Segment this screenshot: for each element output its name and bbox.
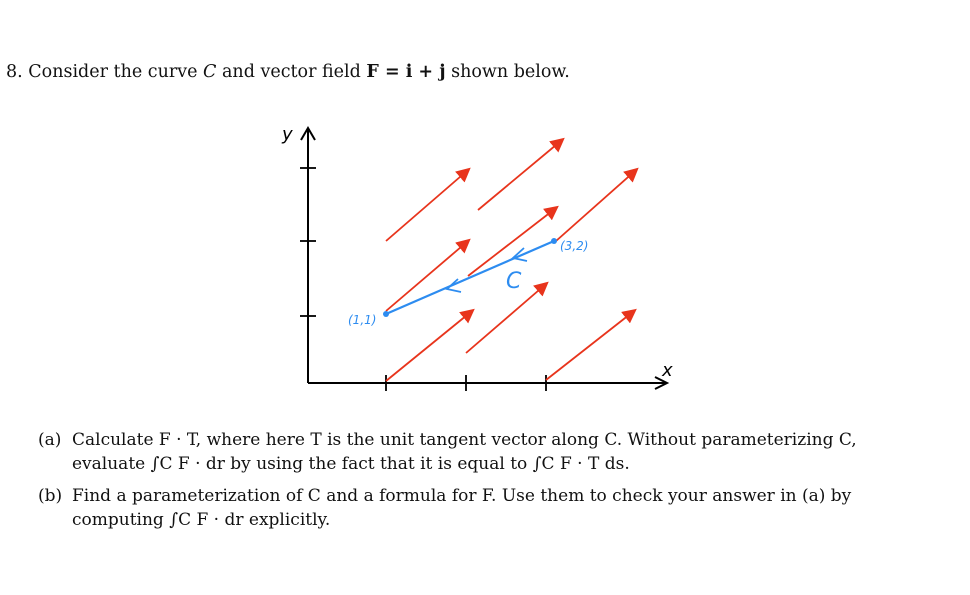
field-arrow-icon <box>385 167 471 242</box>
statement-prefix: Consider the curve <box>28 62 198 82</box>
field-arrow-icon <box>465 281 549 354</box>
curve-label: C <box>506 269 522 294</box>
start-point-label: (1,1) <box>348 313 376 327</box>
curve-c <box>385 239 555 316</box>
part-a-text: Calculate F · T, where here T is the uni… <box>72 428 938 476</box>
statement-mid: and vector field <box>222 62 361 82</box>
part-a-line-2: evaluate ∫C F · dr by using the fact tha… <box>72 454 630 474</box>
curve-direction-arrowhead-icon <box>445 278 462 293</box>
problem-number: 8. <box>6 62 23 82</box>
part-b-line-1: Find a parameterization of C and a formu… <box>72 486 852 506</box>
figure-canvas: y x (1,1) (3,2) C <box>281 124 673 391</box>
y-axis-arrowhead-icon <box>300 126 316 141</box>
field-arrow-icon <box>385 308 475 382</box>
field-arrow-icon <box>555 167 639 242</box>
x-axis-arrowhead-icon <box>654 376 670 390</box>
field-arrow-icon <box>477 137 565 211</box>
part-b-label: (b) <box>38 486 63 506</box>
part-b-line-2: computing ∫C F · dr explicitly. <box>72 510 331 530</box>
statement-suffix: shown below. <box>451 62 570 82</box>
start-point <box>383 311 389 317</box>
field-expression: F = i + j <box>366 62 446 82</box>
end-point <box>551 238 557 244</box>
field-arrow-icon <box>385 238 471 312</box>
part-a-label: (a) <box>38 430 62 450</box>
problem-statement: 8. Consider the curve C and vector field… <box>6 62 570 82</box>
part-b-text: Find a parameterization of C and a formu… <box>72 484 938 532</box>
problem-parts: (a) Calculate F · T, where here T is the… <box>38 428 938 540</box>
curve-symbol: C <box>203 62 217 82</box>
part-b: (b) Find a parameterization of C and a f… <box>38 484 938 532</box>
end-point-label: (3,2) <box>560 239 588 253</box>
part-a: (a) Calculate F · T, where here T is the… <box>38 428 938 476</box>
x-axis-label: x <box>661 360 673 381</box>
field-arrow-icon <box>545 308 637 381</box>
field-arrows <box>385 137 639 382</box>
vector-field-figure: y x (1,1) (3,2) C <box>270 118 710 398</box>
curve-direction-arrowhead-icon <box>511 247 528 262</box>
field-arrow-icon <box>467 205 559 277</box>
part-a-line-1: Calculate F · T, where here T is the uni… <box>72 430 857 450</box>
y-axis-label: y <box>281 124 293 145</box>
